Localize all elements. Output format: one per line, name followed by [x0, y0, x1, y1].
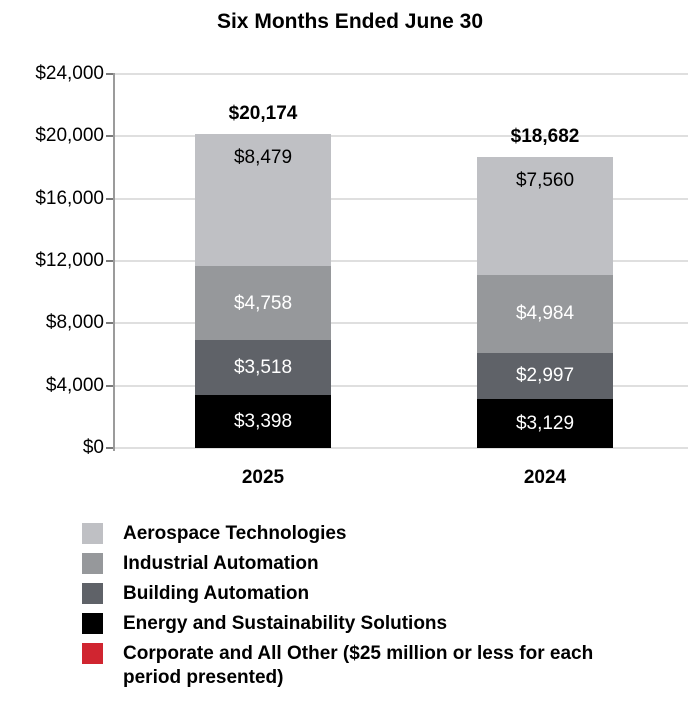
segment-aerospace-technologies-2025: $8,479 — [195, 133, 331, 267]
gridline — [114, 447, 688, 449]
segment-industrial-automation-2024: $4,984 — [477, 274, 613, 353]
y-axis-label: $12,000 — [35, 250, 104, 271]
y-axis-label: $8,000 — [45, 312, 104, 334]
gridline — [114, 322, 688, 325]
gridline — [114, 384, 688, 387]
legend-item-industrial-automation: Industrial Automation — [82, 552, 623, 576]
segment-value-label: $8,479 — [233, 146, 293, 168]
legend-swatch-industrial-automation — [82, 553, 103, 574]
legend-item-aerospace-technologies: Aerospace Technologies — [82, 522, 623, 546]
segment-aerospace-technologies-2024: $7,560 — [477, 157, 613, 275]
y-axis-tick — [106, 384, 115, 387]
category-label-2024: 2024 — [523, 467, 567, 488]
gridline — [114, 197, 688, 200]
total-label-2024: $18,682 — [510, 126, 580, 148]
y-axis-tick — [106, 135, 115, 138]
segment-energy-and-2025: $3,398 — [195, 395, 331, 448]
category-label-2025: 2025 — [241, 467, 285, 488]
legend-label-corporate-and: Corporate and All Other ($25 million or … — [123, 643, 594, 688]
legend-swatch-aerospace-technologies — [82, 523, 103, 544]
chart-title: Six Months Ended June 30 — [216, 10, 484, 33]
y-axis-tick — [106, 260, 115, 262]
total-label-2025: $20,174 — [228, 102, 298, 124]
legend-label-industrial-automation: Industrial Automation — [123, 553, 319, 574]
legend-label-aerospace-technologies: Aerospace Technologies — [123, 523, 347, 544]
y-axis-label: $20,000 — [35, 125, 104, 147]
segment-value-label: $4,758 — [233, 292, 293, 314]
legend-item-building-automation: Building Automation — [82, 582, 623, 606]
y-axis-label: $16,000 — [35, 187, 104, 209]
legend-swatch-building-automation — [82, 583, 103, 604]
segment-building-automation-2025: $3,518 — [195, 340, 331, 396]
segment-value-label: $3,129 — [515, 413, 575, 435]
gridline — [114, 260, 688, 262]
segment-value-label: $3,518 — [233, 357, 293, 379]
gridline — [114, 73, 688, 75]
segment-value-label: $4,984 — [515, 303, 575, 325]
legend-label-energy-and: Energy and Sustainability Solutions — [123, 613, 448, 634]
segment-industrial-automation-2025: $4,758 — [195, 266, 331, 341]
legend: Aerospace Technologies Industrial Automat… — [82, 522, 623, 696]
gridline — [114, 135, 688, 138]
y-axis-tick — [106, 447, 115, 449]
segment-building-automation-2024: $2,997 — [477, 352, 613, 400]
segment-value-label: $7,560 — [515, 170, 575, 192]
y-axis-line — [113, 73, 115, 451]
y-axis-label: $24,000 — [35, 63, 104, 84]
legend-swatch-corporate-and — [82, 643, 103, 664]
legend-item-energy-and: Energy and Sustainability Solutions — [82, 612, 623, 636]
y-axis-tick — [106, 322, 115, 325]
segment-energy-and-2024: $3,129 — [477, 399, 613, 448]
segment-value-label: $3,398 — [233, 411, 293, 433]
y-axis-label: $4,000 — [45, 374, 104, 396]
legend-swatch-energy-and — [82, 613, 103, 634]
legend-label-building-automation: Building Automation — [123, 583, 310, 604]
segment-value-label: $2,997 — [515, 365, 575, 387]
y-axis-tick — [106, 197, 115, 200]
y-axis-label: $0 — [82, 437, 104, 458]
y-axis-tick — [106, 73, 115, 75]
legend-item-corporate-and: Corporate and All Other ($25 million or … — [82, 642, 623, 690]
